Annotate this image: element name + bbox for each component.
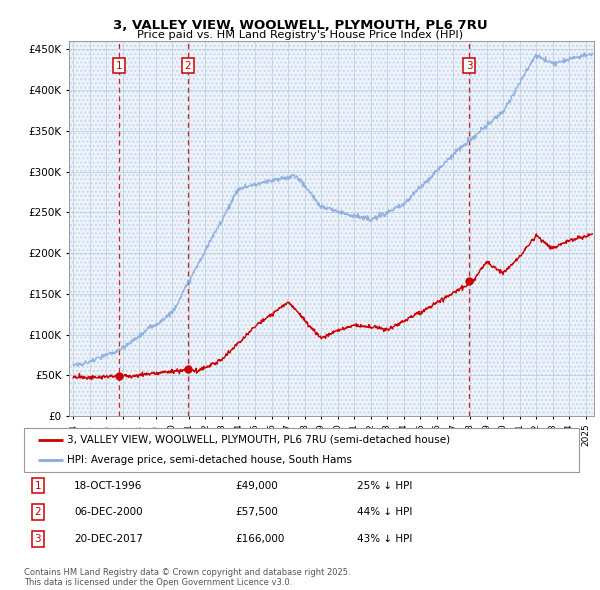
FancyBboxPatch shape [24, 428, 579, 472]
Text: Contains HM Land Registry data © Crown copyright and database right 2025.
This d: Contains HM Land Registry data © Crown c… [24, 568, 350, 587]
Text: HPI: Average price, semi-detached house, South Hams: HPI: Average price, semi-detached house,… [67, 455, 352, 465]
Text: 18-OCT-1996: 18-OCT-1996 [74, 481, 142, 490]
Text: 1: 1 [116, 61, 122, 71]
Text: 3: 3 [466, 61, 473, 71]
Bar [69, 41, 594, 416]
Text: 25% ↓ HPI: 25% ↓ HPI [357, 481, 412, 490]
Text: 3, VALLEY VIEW, WOOLWELL, PLYMOUTH, PL6 7RU (semi-detached house): 3, VALLEY VIEW, WOOLWELL, PLYMOUTH, PL6 … [67, 435, 451, 445]
Text: 3: 3 [35, 534, 41, 543]
Text: 2: 2 [35, 507, 41, 517]
Text: 06-DEC-2000: 06-DEC-2000 [74, 507, 143, 517]
Text: 44% ↓ HPI: 44% ↓ HPI [357, 507, 412, 517]
Text: 2: 2 [184, 61, 191, 71]
Text: 3, VALLEY VIEW, WOOLWELL, PLYMOUTH, PL6 7RU: 3, VALLEY VIEW, WOOLWELL, PLYMOUTH, PL6 … [113, 19, 487, 32]
Text: £49,000: £49,000 [235, 481, 278, 490]
Text: Price paid vs. HM Land Registry's House Price Index (HPI): Price paid vs. HM Land Registry's House … [137, 30, 463, 40]
Text: £166,000: £166,000 [235, 534, 284, 543]
Text: 20-DEC-2017: 20-DEC-2017 [74, 534, 143, 543]
Text: £57,500: £57,500 [235, 507, 278, 517]
Text: 1: 1 [35, 481, 41, 490]
Text: 43% ↓ HPI: 43% ↓ HPI [357, 534, 412, 543]
